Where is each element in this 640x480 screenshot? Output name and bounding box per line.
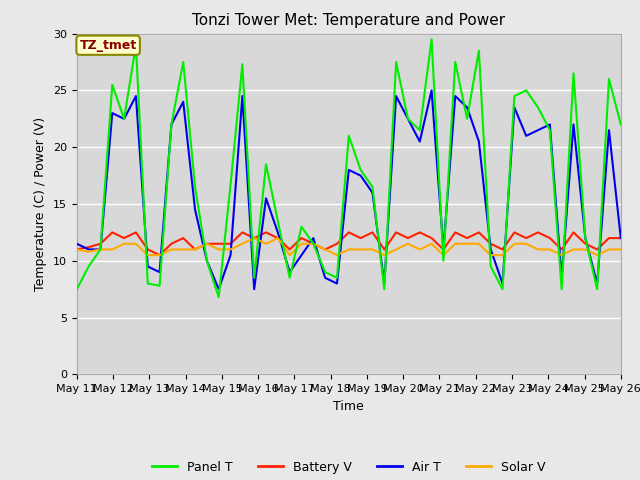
Text: TZ_tmet: TZ_tmet <box>79 39 137 52</box>
X-axis label: Time: Time <box>333 400 364 413</box>
Y-axis label: Temperature (C) / Power (V): Temperature (C) / Power (V) <box>35 117 47 291</box>
Legend: Panel T, Battery V, Air T, Solar V: Panel T, Battery V, Air T, Solar V <box>147 456 550 479</box>
Title: Tonzi Tower Met: Temperature and Power: Tonzi Tower Met: Temperature and Power <box>192 13 506 28</box>
